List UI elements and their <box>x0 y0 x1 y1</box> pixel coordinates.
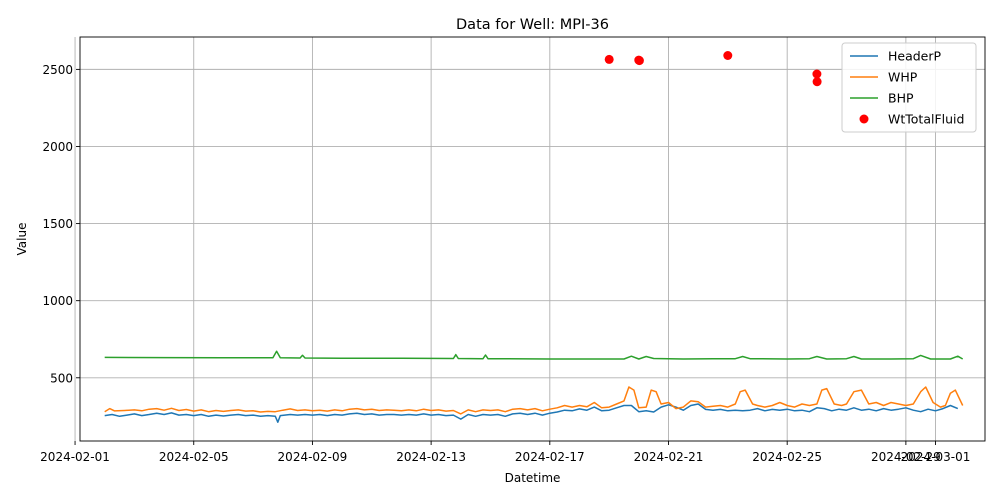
point-wttotalfluid-2 <box>634 56 644 66</box>
y-tick-label-2500: 2500 <box>42 63 73 77</box>
legend-swatch-wttotalfluid <box>859 114 869 124</box>
point-wttotalfluid-5 <box>812 77 822 87</box>
x-tick-label-2024-02-05: 2024-02-05 <box>159 450 229 464</box>
legend-label-headerp: HeaderP <box>888 49 942 64</box>
y-tick-label-500: 500 <box>50 371 73 385</box>
x-tick-label-2024-02-25: 2024-02-25 <box>752 450 822 464</box>
plot-frame <box>79 36 986 442</box>
x-tick-label-2024-02-01: 2024-02-01 <box>40 450 110 464</box>
x-tick-label-2024-02-21: 2024-02-21 <box>634 450 704 464</box>
series-line-headerp <box>104 403 959 423</box>
legend-label-bhp: BHP <box>888 91 914 106</box>
legend-label-wttotalfluid: WtTotalFluid <box>888 112 964 127</box>
series-line-whp <box>104 386 964 415</box>
axis-ticks: 2024-02-01 2024-02-05 2024-02-09 2024-02-13… <box>40 63 970 464</box>
y-axis-label: Value <box>15 223 29 256</box>
x-tick-label-2024-02-17: 2024-02-17 <box>515 450 585 464</box>
legend-box <box>841 42 977 133</box>
y-tick-label-1500: 1500 <box>42 217 73 231</box>
y-tick-label-1000: 1000 <box>42 294 73 308</box>
legend-label-whp: WHP <box>888 70 918 85</box>
x-tick-label-2024-02-13: 2024-02-13 <box>396 450 466 464</box>
point-wttotalfluid-0 <box>604 54 614 64</box>
chart-title: Data for Well: MPI-36 <box>456 17 609 33</box>
x-tick-label-2024-03-01: 2024-03-01 <box>901 450 971 464</box>
plot-series <box>104 51 964 423</box>
legend: HeaderP WHP BHP WtTotalFluid <box>841 42 977 133</box>
y-tick-label-2000: 2000 <box>42 140 73 154</box>
point-wttotalfluid-4 <box>812 69 822 79</box>
point-wttotalfluid-3 <box>723 51 733 60</box>
x-tick-label-2024-02-09: 2024-02-09 <box>278 450 348 464</box>
x-tick-label-2024-02-29: 2024-02-29 <box>871 450 941 464</box>
series-line-bhp <box>104 350 964 360</box>
x-axis-label: Datetime <box>505 471 561 485</box>
